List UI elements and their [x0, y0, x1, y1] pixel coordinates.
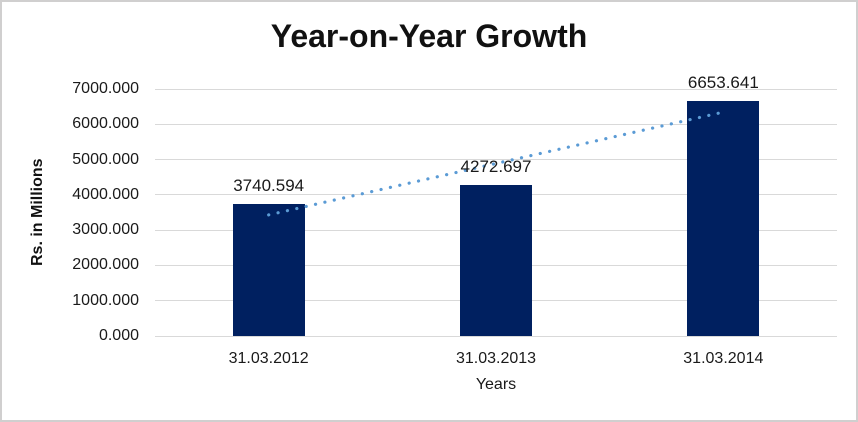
gridline: [155, 335, 837, 337]
data-label: 6653.641: [687, 73, 759, 93]
y-tick-label: 4000.000: [72, 185, 139, 203]
y-tick-label: 0.000: [98, 327, 139, 344]
data-label: 4272.697: [460, 157, 532, 177]
bar: [232, 204, 305, 336]
y-tick-label: 5000.000: [72, 150, 139, 168]
x-tick-label: 31.03.2014: [683, 350, 764, 367]
y-tick-label: 3000.000: [72, 221, 139, 239]
y-tick-label: 1000.000: [72, 291, 139, 309]
bar: [460, 185, 532, 336]
x-tick-label: 31.03.2013: [455, 350, 537, 367]
y-tick-label: 2000.000: [72, 256, 139, 274]
plot-area: 3740.594 4272.697 6653.641: [155, 73, 837, 337]
y-tick-label: 6000.000: [72, 115, 139, 133]
x-axis-title: Years: [475, 376, 517, 393]
chart-title: Year-on-Year Growth: [270, 18, 588, 54]
y-tick-label: 7000.000: [72, 80, 139, 97]
gridline: [155, 88, 837, 90]
data-label: 3740.594: [233, 176, 305, 195]
x-tick-label: 31.03.2012: [228, 350, 309, 367]
bar: [687, 101, 760, 336]
